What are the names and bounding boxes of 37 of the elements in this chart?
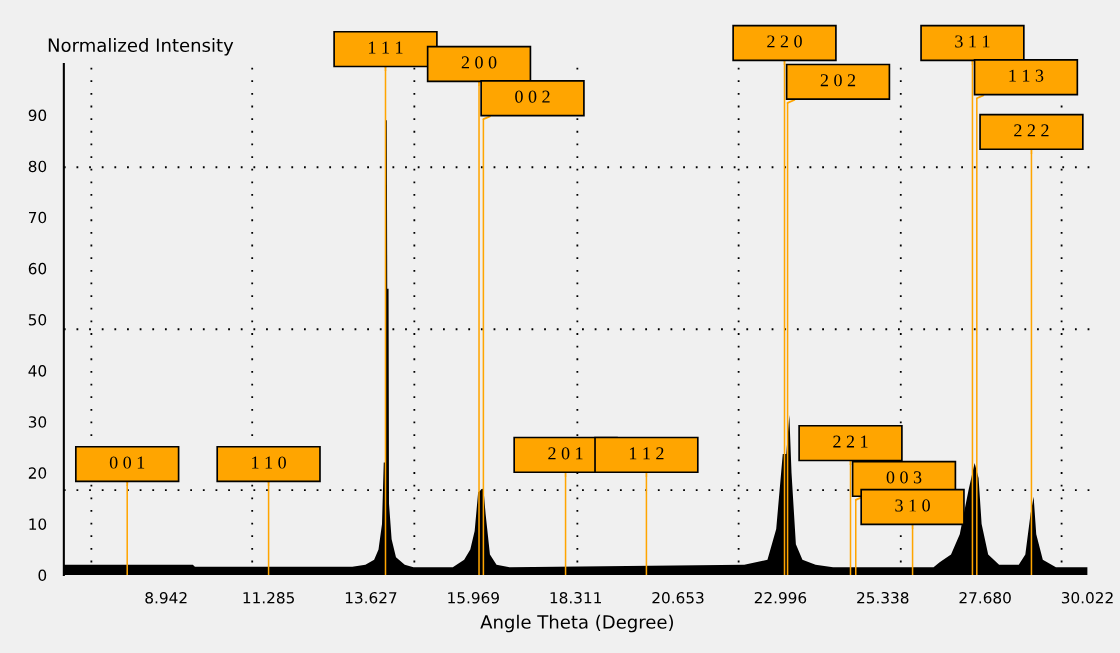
y-tick-label: 20 — [28, 467, 47, 479]
y-tick-label: 70 — [28, 211, 47, 224]
annotation: 3 1 1 — [955, 35, 990, 48]
annotation: 0 0 3 — [886, 471, 922, 484]
annotation: 2 2 2 — [1014, 124, 1049, 137]
annotation: 1 1 0 — [252, 456, 286, 469]
x-tick-label: 25.338 — [857, 591, 909, 604]
x-axis-title: Angle Theta (Degree) — [480, 614, 673, 633]
annotation: 1 1 1 — [369, 41, 403, 54]
y-axis-title: Normalized Intensity — [48, 38, 234, 56]
annotation: 0 0 2 — [515, 90, 550, 103]
y-tick-label: 50 — [28, 313, 47, 326]
y-tick-label: 90 — [28, 109, 47, 122]
annotation: 2 0 1 — [548, 447, 583, 460]
annotation: 2 0 0 — [461, 56, 497, 69]
x-tick-label: 22.996 — [754, 591, 807, 604]
x-tick-label: 30.022 — [1061, 591, 1113, 604]
y-tick-label: 30 — [28, 416, 47, 428]
x-tick-label: 13.627 — [345, 591, 397, 604]
annotation: 0 0 1 — [109, 456, 145, 469]
x-tick-label: 8.942 — [145, 591, 187, 604]
y-tick-label: 10 — [29, 518, 47, 530]
annotation: 2 2 0 — [767, 35, 802, 48]
y-tick-label: 80 — [28, 160, 47, 173]
x-tick-label: 11.285 — [243, 591, 294, 604]
annotation: 2 0 2 — [820, 74, 856, 87]
x-tick-label: 18.311 — [550, 591, 601, 604]
annotation: 2 2 1 — [833, 435, 868, 448]
x-tick-label: 20.653 — [652, 591, 704, 604]
annotation: 3 1 0 — [895, 499, 930, 512]
annotation: 1 1 2 — [629, 447, 664, 460]
annotation: 1 1 3 — [1009, 69, 1044, 82]
y-tick-label: 60 — [28, 262, 47, 275]
x-tick-label: 15.969 — [448, 591, 499, 604]
y-tick-label: 0 — [38, 569, 47, 582]
x-tick-label: 27.680 — [959, 591, 1011, 604]
y-tick-label: 40 — [28, 365, 47, 377]
